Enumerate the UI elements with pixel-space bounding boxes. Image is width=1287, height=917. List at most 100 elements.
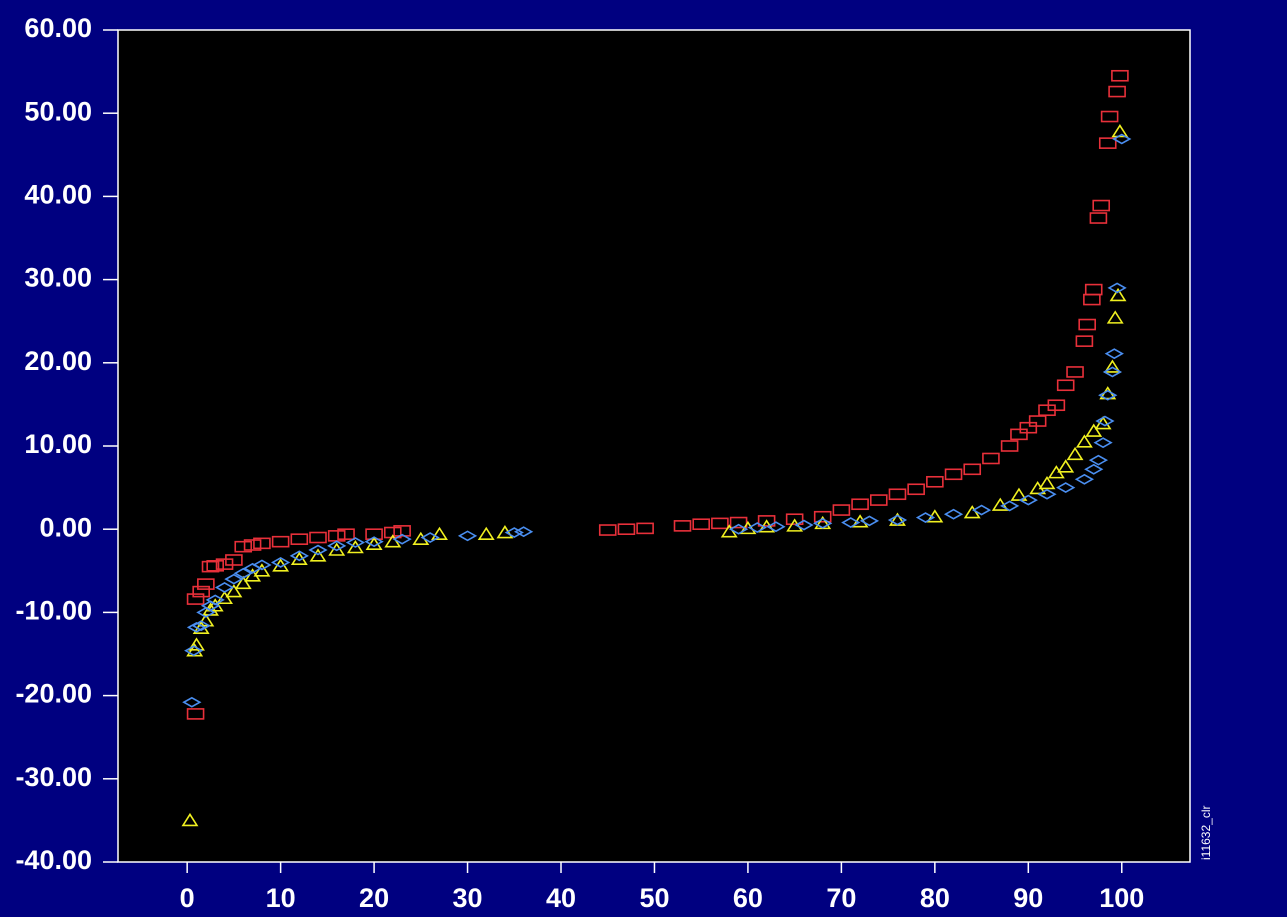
- point: [915, 512, 936, 523]
- point: [346, 540, 364, 554]
- point: [327, 540, 347, 552]
- y-tick-label: -40.00: [15, 845, 92, 875]
- point: [1104, 348, 1124, 360]
- point: [337, 528, 355, 540]
- point: [963, 463, 982, 476]
- point: [617, 523, 636, 536]
- point: [1106, 310, 1124, 324]
- point: [186, 593, 205, 605]
- point: [393, 525, 411, 537]
- point: [1074, 473, 1095, 485]
- point: [1103, 359, 1121, 373]
- plot-area: [117, 29, 1191, 863]
- point: [243, 539, 262, 551]
- point: [181, 812, 199, 827]
- point: [188, 637, 205, 651]
- point: [747, 522, 767, 533]
- point: [1066, 446, 1084, 461]
- point: [692, 518, 710, 531]
- y-tick-label: 30.00: [24, 263, 92, 293]
- point: [252, 559, 272, 571]
- point: [926, 475, 944, 488]
- point: [887, 514, 908, 526]
- side-label: i11632_clr: [1199, 806, 1213, 860]
- point: [729, 516, 748, 529]
- point: [673, 520, 692, 532]
- point: [191, 620, 211, 632]
- point: [971, 504, 992, 516]
- point: [290, 533, 309, 545]
- point: [184, 645, 204, 657]
- x-tick-label: 100: [1099, 883, 1144, 913]
- point: [309, 531, 327, 544]
- point: [431, 526, 448, 540]
- point: [1112, 133, 1132, 145]
- point: [477, 526, 495, 540]
- point: [225, 584, 243, 598]
- point: [1084, 463, 1104, 475]
- point: [1089, 212, 1108, 224]
- point: [206, 560, 224, 572]
- point: [196, 606, 216, 618]
- point: [907, 483, 925, 496]
- point: [270, 557, 291, 568]
- point: [1078, 318, 1096, 331]
- point: [1111, 124, 1129, 138]
- x-tick-label: 0: [180, 883, 195, 913]
- point: [197, 613, 215, 627]
- point: [1107, 282, 1127, 294]
- x-tick-label: 10: [266, 883, 296, 913]
- point: [785, 513, 804, 526]
- point: [328, 542, 346, 556]
- point: [999, 500, 1020, 512]
- point: [1108, 85, 1126, 98]
- point: [234, 540, 253, 553]
- point: [225, 554, 243, 566]
- point: [1092, 199, 1111, 212]
- point: [224, 573, 244, 585]
- point: [504, 527, 524, 538]
- point: [214, 582, 235, 593]
- y-tick-label: -10.00: [15, 596, 92, 626]
- point: [1102, 366, 1123, 378]
- point: [1056, 482, 1076, 494]
- point: [253, 537, 271, 550]
- point: [1109, 287, 1127, 302]
- point: [982, 452, 1000, 465]
- point: [728, 523, 749, 535]
- point: [1037, 488, 1057, 500]
- point: [420, 532, 440, 543]
- point: [1038, 475, 1056, 490]
- point: [289, 550, 309, 562]
- point: [457, 530, 478, 542]
- point: [711, 517, 729, 530]
- point: [186, 708, 205, 720]
- point: [1098, 137, 1117, 149]
- point: [757, 515, 776, 527]
- point: [186, 621, 207, 633]
- point: [869, 494, 888, 506]
- point: [200, 600, 221, 612]
- point: [832, 504, 851, 516]
- y-tick-label: -30.00: [15, 762, 92, 792]
- point: [1000, 440, 1019, 452]
- point: [1047, 399, 1066, 412]
- x-tick-label: 70: [826, 883, 856, 913]
- point: [197, 578, 215, 590]
- point: [383, 526, 402, 539]
- point: [1075, 335, 1094, 347]
- point: [1028, 415, 1047, 427]
- x-tick-label: 40: [546, 883, 576, 913]
- point: [1095, 415, 1115, 427]
- x-tick-label: 90: [1013, 883, 1043, 913]
- point: [1057, 459, 1075, 473]
- point: [271, 535, 290, 548]
- y-tick-label: 50.00: [24, 96, 92, 126]
- point: [215, 558, 234, 570]
- point: [201, 560, 220, 573]
- point: [1093, 437, 1113, 449]
- x-tick-label: 60: [733, 883, 763, 913]
- point: [1010, 428, 1028, 441]
